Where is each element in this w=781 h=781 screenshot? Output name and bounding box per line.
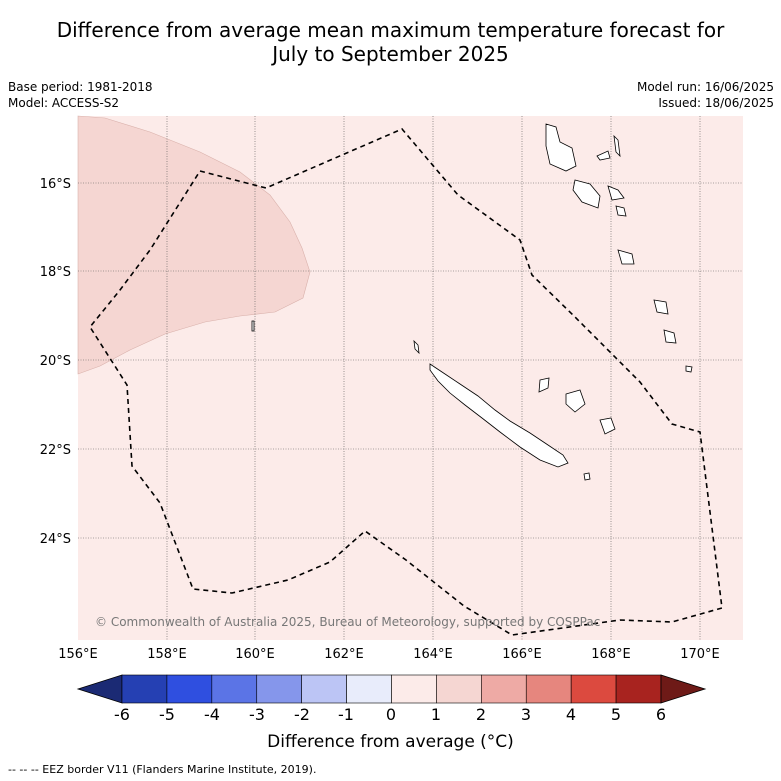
lat-label: 18°S: [40, 265, 71, 280]
colorbar-cell: [615, 674, 662, 704]
lat-label: 16°S: [40, 177, 71, 192]
colorbar-cell: [211, 674, 258, 704]
belep-islands: [413, 339, 420, 355]
colorbar-tick: 5: [611, 705, 621, 724]
vanuatu-tanna: [663, 329, 677, 344]
colorbar-tick: 0: [386, 705, 396, 724]
lon-label: 156°E: [58, 647, 98, 662]
colorbar-tick: 3: [521, 705, 531, 724]
colorbar-tick: -6: [114, 705, 130, 724]
colorbar-tick-labels: -6 -5 -4 -3 -2 -1 0 1 2 3 4 5 6: [114, 705, 666, 724]
lon-label: 164°E: [413, 647, 453, 662]
colorbar-tick: 1: [431, 705, 441, 724]
lon-label: 158°E: [147, 647, 187, 662]
colorbar-cells: [121, 674, 662, 704]
copyright-text: © Commonwealth of Australia 2025, Bureau…: [95, 615, 600, 629]
colorbar-cell: [570, 674, 617, 704]
chesterfield-reef: [251, 320, 255, 332]
colorbar-cell: [525, 674, 572, 704]
lon-axis-labels: 156°E 158°E 160°E 162°E 164°E 166°E 168°…: [58, 647, 720, 662]
loyalty-lifou: [565, 389, 586, 413]
colorbar-tick: -5: [159, 705, 175, 724]
lon-label: 166°E: [502, 647, 542, 662]
anomaly-region-1-to-2: [77, 115, 311, 375]
loyalty-mare: [599, 417, 616, 435]
issued-date: Issued: 18/06/2025: [658, 96, 774, 110]
lat-label: 22°S: [40, 443, 71, 458]
colorbar: [76, 674, 707, 704]
meta-left: Base period: 1981-2018 Model: ACCESS-S2: [8, 79, 153, 111]
meta-right: Model run: 16/06/2025 Issued: 18/06/2025: [637, 79, 774, 111]
lon-label: 168°E: [591, 647, 631, 662]
lat-label: 20°S: [40, 354, 71, 369]
lon-label: 170°E: [680, 647, 720, 662]
vanuatu-espiritu-santo: [545, 123, 577, 172]
colorbar-cell: [391, 674, 437, 704]
vanuatu-aneityum: [685, 365, 693, 373]
eez-border: [89, 128, 723, 636]
vanuatu-efate: [617, 249, 635, 265]
lon-label: 160°E: [235, 647, 275, 662]
land-masses: [251, 123, 693, 481]
colorbar-cell: [301, 674, 347, 704]
chart-title: Difference from average mean maximum tem…: [0, 18, 781, 66]
lat-axis-labels: 16°S 18°S 20°S 22°S 24°S: [40, 177, 71, 547]
base-period: Base period: 1981-2018: [8, 80, 153, 94]
vanuatu-maewo: [613, 134, 621, 158]
lat-label: 24°S: [40, 532, 71, 547]
vanuatu-erromango: [653, 299, 669, 315]
colorbar-cell: [481, 674, 527, 704]
colorbar-tick: -3: [249, 705, 265, 724]
model-name: Model: ACCESS-S2: [8, 96, 120, 110]
colorbar-cell: [121, 674, 168, 704]
vanuatu-malekula: [572, 179, 601, 209]
loyalty-ouvea: [538, 377, 550, 393]
colorbar-tick: 4: [566, 705, 576, 724]
title-line-1: Difference from average mean maximum tem…: [56, 18, 725, 42]
colorbar-extend-low: [76, 674, 123, 704]
colorbar-tick: -2: [294, 705, 310, 724]
colorbar-cell: [436, 674, 482, 704]
gridlines: [78, 116, 743, 640]
new-caledonia-main: [429, 363, 569, 468]
colorbar-extend-high: [660, 674, 707, 704]
vanuatu-ambae: [596, 150, 611, 161]
colorbar-tick: -4: [204, 705, 220, 724]
title-line-2: July to September 2025: [272, 42, 509, 66]
model-run: Model run: 16/06/2025: [636, 80, 774, 94]
vanuatu-epi: [615, 205, 627, 217]
colorbar-tick: 6: [656, 705, 666, 724]
colorbar-cell: [256, 674, 302, 704]
footer-legend: -- -- -- EEZ border V11 (Flanders Marine…: [8, 763, 317, 776]
colorbar-tick: 2: [476, 705, 486, 724]
isle-of-pines: [583, 472, 591, 481]
vanuatu-pentecost: [607, 185, 625, 201]
colorbar-cell: [166, 674, 213, 704]
lon-label: 162°E: [324, 647, 364, 662]
colorbar-label: Difference from average (°C): [267, 732, 514, 752]
colorbar-cell: [346, 674, 392, 704]
colorbar-tick: -1: [338, 705, 354, 724]
